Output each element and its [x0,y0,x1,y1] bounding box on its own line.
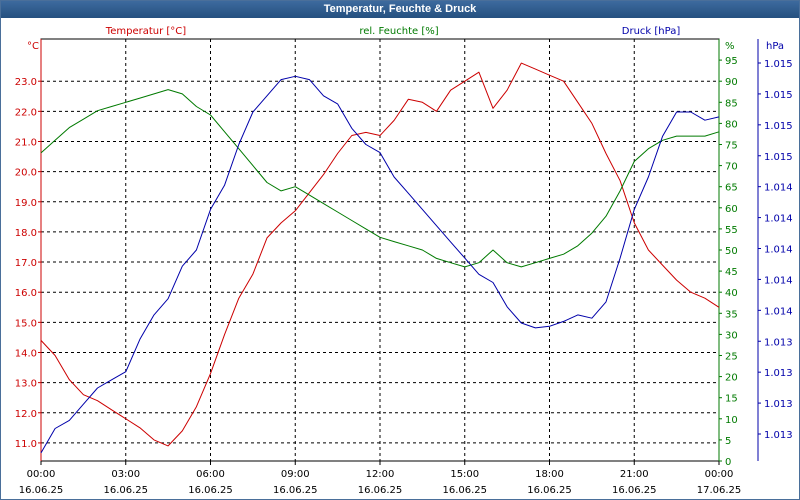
pressure-unit-label: hPa [766,41,784,52]
pressure-tick-label: 1.013 [764,337,793,348]
humidity-tick-label: 45 [725,267,738,278]
humidity-unit-label: % [725,41,735,52]
humidity-tick-label: 20 [725,373,738,384]
temperature-tick-label: 12.0 [15,409,37,420]
humidity-series-label: rel. Feuchte [%] [359,26,438,37]
humidity-tick-label: 95 [725,56,738,67]
x-tick-time-label: 21:00 [620,469,649,480]
temperature-tick-label: 15.0 [15,318,37,329]
window-title: Temperatur, Feuchte & Druck [1,1,799,18]
humidity-tick-label: 50 [725,246,738,257]
x-tick-time-label: 18:00 [535,469,564,480]
x-tick-time-label: 00:00 [705,469,734,480]
x-tick-date-label: 16.06.25 [188,485,233,496]
temperature-tick-label: 11.0 [15,439,37,450]
axes-layer [38,38,761,465]
humidity-tick-label: 80 [725,119,738,130]
temperature-tick-label: 14.0 [15,348,37,359]
humidity-tick-label: 0 [725,457,731,468]
temperature-tick-label: 17.0 [15,258,37,269]
x-tick-date-label: 16.06.25 [273,485,318,496]
x-tick-time-label: 00:00 [27,469,56,480]
pressure-tick-label: 1.015 [764,121,793,132]
temperature-tick-label: 22.0 [15,107,37,118]
x-tick-date-label: 16.06.25 [612,485,657,496]
x-tick-date-label: 16.06.25 [19,485,64,496]
temperature-tick-label: 19.0 [15,198,37,209]
temperature-tick-label: 13.0 [15,379,37,390]
temperature-unit-label: °C [27,41,39,52]
humidity-tick-label: 65 [725,183,738,194]
pressure-tick-label: 1.015 [764,152,793,163]
temperature-tick-label: 23.0 [15,77,37,88]
x-tick-time-label: 15:00 [450,469,479,480]
x-tick-date-label: 16.06.25 [358,485,403,496]
x-tick-time-label: 03:00 [111,469,140,480]
humidity-series-line [40,89,720,268]
pressure-tick-label: 1.015 [764,90,793,101]
pressure-tick-label: 1.014 [764,245,793,256]
pressure-tick-label: 1.015 [764,59,793,70]
pressure-tick-label: 1.014 [764,214,793,225]
humidity-tick-label: 10 [725,415,738,426]
x-tick-date-label: 17.06.25 [697,485,742,496]
labels-layer: 00:00 16.06.25 03:00 16.06.25 06:00 16.06.25 0… [15,26,793,496]
pressure-tick-label: 1.014 [764,306,793,317]
x-tick-time-label: 06:00 [196,469,225,480]
x-tick-date-label: 16.06.25 [527,485,572,496]
temperature-series-label: Temperatur [°C] [105,26,186,37]
pressure-tick-label: 1.014 [764,183,793,194]
humidity-tick-label: 85 [725,98,738,109]
temperature-tick-label: 18.0 [15,228,37,239]
pressure-series-line [40,75,720,454]
x-tick-date-label: 16.06.25 [442,485,487,496]
humidity-tick-label: 35 [725,309,738,320]
x-tick-time-label: 12:00 [366,469,395,480]
x-tick-time-label: 09:00 [281,469,310,480]
series-layer [40,62,720,454]
humidity-tick-label: 60 [725,204,738,215]
humidity-tick-label: 5 [725,436,731,447]
humidity-tick-label: 90 [725,77,738,88]
temperature-series-line [40,62,720,447]
pressure-series-label: Druck [hPa] [622,26,681,37]
temperature-tick-label: 21.0 [15,137,37,148]
humidity-tick-label: 55 [725,225,738,236]
pressure-tick-label: 1.013 [764,399,793,410]
pressure-tick-label: 1.013 [764,368,793,379]
humidity-tick-label: 30 [725,330,738,341]
humidity-tick-label: 25 [725,352,738,363]
humidity-tick-label: 70 [725,162,738,173]
humidity-tick-label: 15 [725,394,738,405]
temperature-tick-label: 20.0 [15,168,37,179]
pressure-tick-label: 1.014 [764,275,793,286]
pressure-tick-label: 1.013 [764,430,793,441]
humidity-tick-label: 40 [725,288,738,299]
grid-layer [41,39,719,461]
temperature-tick-label: 16.0 [15,288,37,299]
humidity-tick-label: 75 [725,141,738,152]
x-tick-date-label: 16.06.25 [103,485,148,496]
